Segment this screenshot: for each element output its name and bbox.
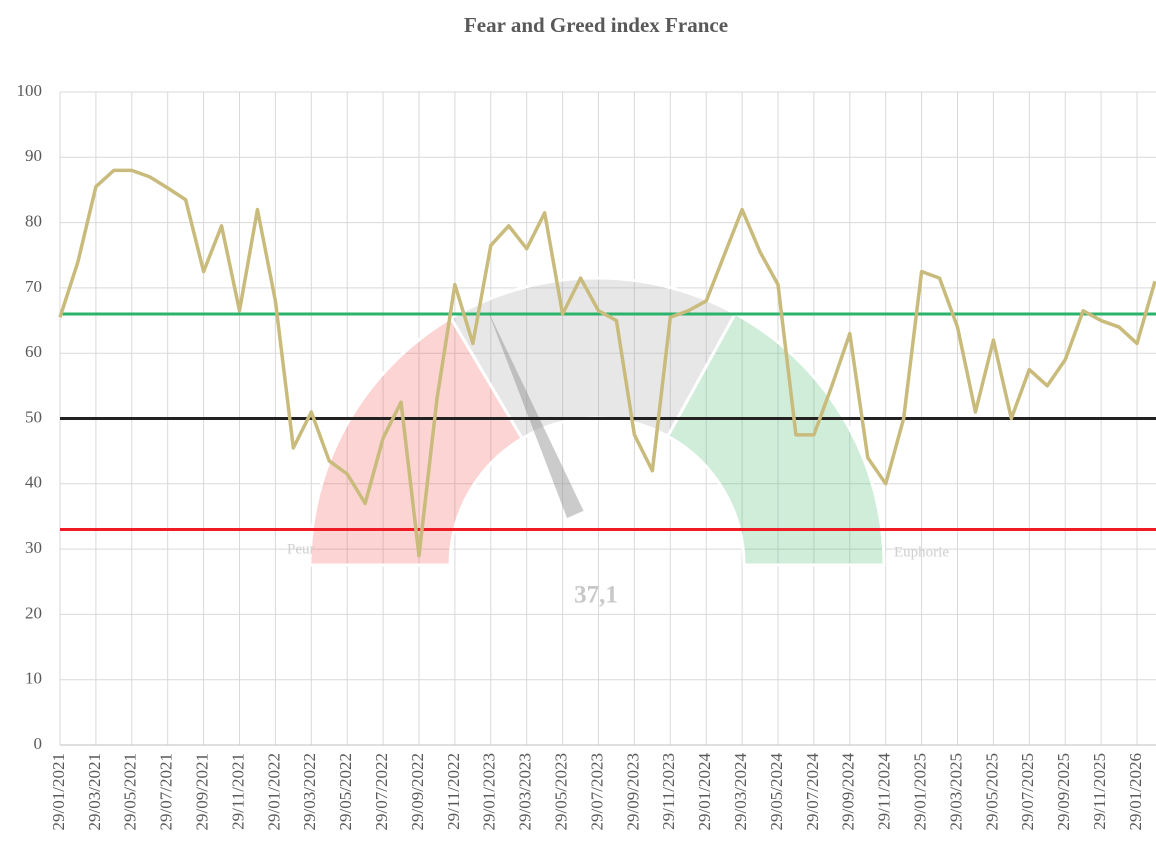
gauge-min-label: Peur xyxy=(287,541,315,557)
x-tick-label: 29/07/2025 xyxy=(1018,753,1037,830)
y-tick-label: 50 xyxy=(25,407,42,426)
x-tick-label: 29/11/2024 xyxy=(875,753,894,830)
x-tick-label: 29/09/2021 xyxy=(193,753,212,830)
y-tick-label: 70 xyxy=(25,277,42,296)
y-tick-label: 80 xyxy=(25,212,42,231)
y-tick-label: 60 xyxy=(25,342,42,361)
x-tick-label: 29/01/2026 xyxy=(1126,753,1145,830)
gauge-value-label: 37,1 xyxy=(574,582,618,609)
chart-title: Fear and Greed index France xyxy=(464,13,728,37)
x-tick-label: 29/09/2025 xyxy=(1054,753,1073,830)
x-tick-label: 29/01/2022 xyxy=(264,753,283,830)
gauge-max-label: Euphorie xyxy=(894,544,949,560)
x-tick-label: 29/05/2023 xyxy=(552,753,571,830)
x-tick-label: 29/03/2025 xyxy=(946,753,965,830)
x-tick-label: 29/11/2022 xyxy=(444,753,463,830)
x-tick-label: 29/03/2021 xyxy=(85,753,104,830)
x-tick-label: 29/03/2024 xyxy=(731,753,750,831)
x-tick-label: 29/05/2021 xyxy=(121,753,140,830)
x-tick-label: 29/09/2024 xyxy=(839,753,858,831)
x-tick-label: 29/01/2021 xyxy=(49,753,68,830)
y-tick-label: 0 xyxy=(34,734,43,753)
x-tick-label: 29/01/2025 xyxy=(911,753,930,830)
labels: 0 10 20 30 40 50 60 70 80 90 100 29/01/2021 29/03/20… xyxy=(17,81,1145,831)
x-tick-label: 29/03/2023 xyxy=(516,753,535,830)
x-tick-label: 29/01/2024 xyxy=(695,753,714,831)
x-tick-label: 29/07/2024 xyxy=(803,753,822,831)
x-tick-label: 29/03/2022 xyxy=(300,753,319,830)
x-tick-label: 29/07/2021 xyxy=(157,753,176,830)
chart: Fear and Greed index France Peur Euphorie… xyxy=(0,0,1156,850)
y-tick-label: 40 xyxy=(25,473,42,492)
x-tick-label: 29/05/2024 xyxy=(767,753,786,831)
y-tick-label: 30 xyxy=(25,538,42,557)
x-tick-label: 29/11/2021 xyxy=(228,753,247,830)
x-tick-label: 29/11/2023 xyxy=(659,753,678,830)
x-tick-label: 29/05/2025 xyxy=(982,753,1001,830)
x-tick-label: 29/11/2025 xyxy=(1090,753,1109,830)
x-tick-label: 29/05/2022 xyxy=(336,753,355,830)
x-tick-label: 29/07/2022 xyxy=(372,753,391,830)
y-tick-label: 10 xyxy=(25,669,42,688)
y-tick-label: 100 xyxy=(17,81,43,100)
x-tick-label: 29/01/2023 xyxy=(480,753,499,830)
x-tick-label: 29/09/2023 xyxy=(623,753,642,830)
x-tick-label: 29/07/2023 xyxy=(587,753,606,830)
y-tick-label: 20 xyxy=(25,603,42,622)
y-tick-label: 90 xyxy=(25,146,42,165)
x-tick-label: 29/09/2022 xyxy=(408,753,427,830)
